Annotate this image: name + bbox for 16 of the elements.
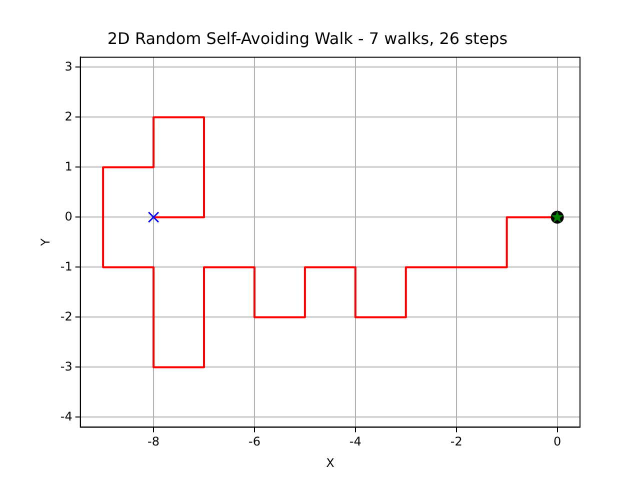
x-tick-label: -8 bbox=[148, 434, 160, 449]
x-tick-label: -6 bbox=[248, 434, 260, 449]
y-tick-label: -2 bbox=[60, 309, 72, 324]
y-tick-label: 0 bbox=[64, 209, 72, 224]
x-tick-label: -4 bbox=[349, 434, 362, 449]
y-tick-label: -4 bbox=[60, 409, 72, 424]
x-axis-title: X bbox=[326, 456, 334, 470]
y-tick-label: 3 bbox=[64, 59, 72, 74]
x-tick-label: 0 bbox=[553, 434, 562, 449]
y-tick-label: -3 bbox=[60, 359, 72, 374]
y-tick-label: -1 bbox=[60, 259, 72, 274]
chart-title: 2D Random Self-Avoiding Walk - 7 walks, 26 steps bbox=[107, 28, 508, 48]
y-tick-label: 1 bbox=[64, 159, 72, 174]
y-axis-title: Y bbox=[38, 238, 52, 247]
y-tick-label: 2 bbox=[64, 109, 72, 124]
x-tick-label: -2 bbox=[450, 434, 462, 449]
